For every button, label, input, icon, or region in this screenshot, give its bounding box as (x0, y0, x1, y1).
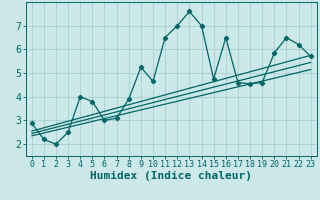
X-axis label: Humidex (Indice chaleur): Humidex (Indice chaleur) (90, 171, 252, 181)
